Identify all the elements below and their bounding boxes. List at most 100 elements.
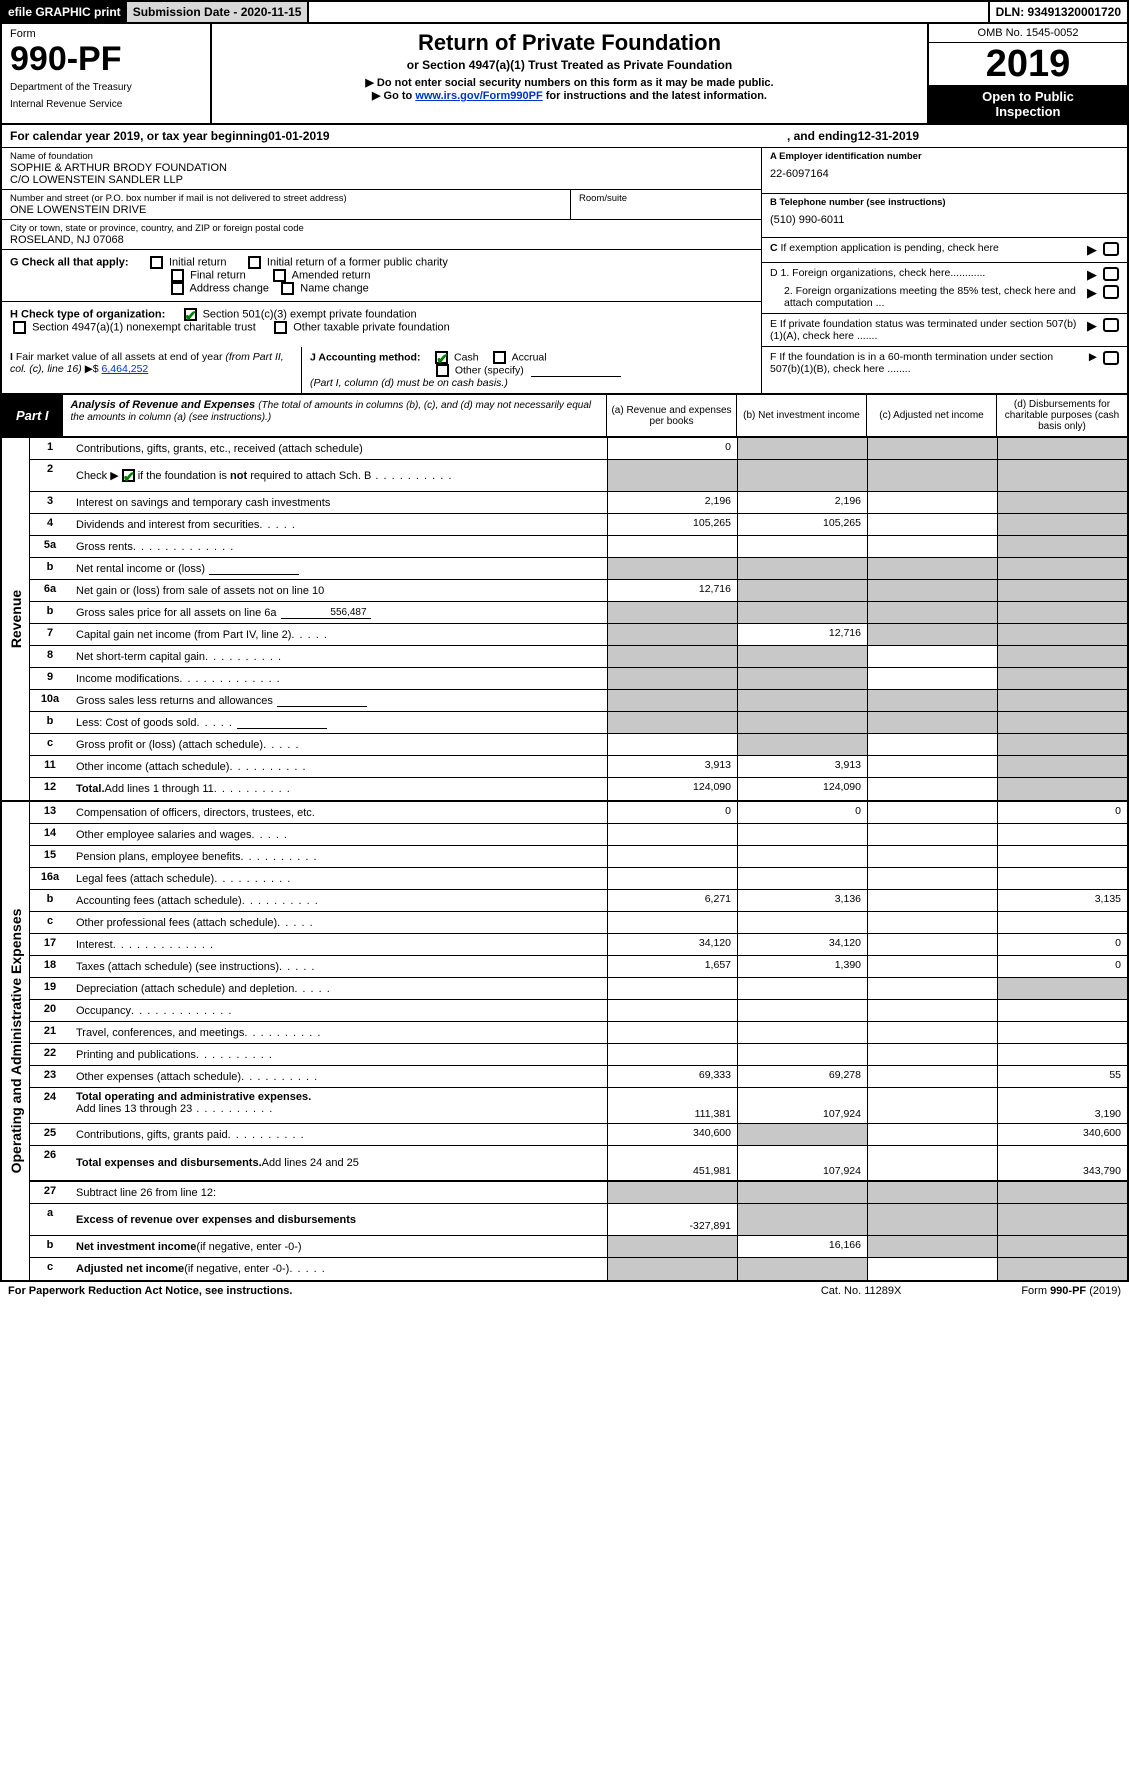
- 4947a1-label: Section 4947(a)(1) nonexempt charitable …: [32, 321, 256, 333]
- line-num: 5a: [30, 536, 70, 557]
- f-checkbox[interactable]: [1103, 351, 1119, 365]
- amt-b: [737, 912, 867, 933]
- line-21: 21 Travel, conferences, and meetings: [30, 1022, 1127, 1044]
- amt-d: [997, 1044, 1127, 1065]
- amt-a: [607, 912, 737, 933]
- cash-checkbox[interactable]: [435, 351, 448, 364]
- other-specify-blank[interactable]: [531, 365, 621, 377]
- info-left: Name of foundation SOPHIE & ARTHUR BRODY…: [2, 148, 762, 347]
- col-a-head: (a) Revenue and expenses per books: [607, 395, 737, 436]
- c-checkbox[interactable]: [1103, 242, 1119, 256]
- fmv-value: 6,464,252: [102, 363, 149, 375]
- irs-link[interactable]: www.irs.gov/Form990PF: [415, 90, 542, 102]
- d2-text: 2. Foreign organizations meeting the 85%…: [770, 285, 1081, 309]
- line-num: 12: [30, 778, 70, 800]
- line-desc: Net investment income (if negative, ente…: [70, 1236, 607, 1257]
- dln-number: DLN: 93491320001720: [990, 2, 1127, 22]
- amt-a: [607, 460, 737, 491]
- line-6a: 6a Net gain or (loss) from sale of asset…: [30, 580, 1127, 602]
- line-2: 2 Check ▶ if the foundation is not requi…: [30, 460, 1127, 492]
- initial-former-checkbox[interactable]: [248, 256, 261, 269]
- line-num: 27: [30, 1182, 70, 1203]
- part-i-desc: Analysis of Revenue and Expenses (The to…: [63, 395, 607, 436]
- 501c3-checkbox[interactable]: [184, 308, 197, 321]
- footer-right: Form 990-PF (2019): [1021, 1285, 1121, 1297]
- accrual-checkbox[interactable]: [493, 351, 506, 364]
- 4947a1-checkbox[interactable]: [13, 321, 26, 334]
- blank: [277, 695, 367, 707]
- amt-b: [737, 1044, 867, 1065]
- amt-b: [737, 1000, 867, 1021]
- amt-c: [867, 1236, 997, 1257]
- line-16b: b Accounting fees (attach schedule) 6,27…: [30, 890, 1127, 912]
- city-value: ROSELAND, NJ 07068: [10, 234, 753, 246]
- form-title: Return of Private Foundation: [220, 30, 919, 56]
- sch-b-checkbox[interactable]: [122, 469, 135, 482]
- city-label: City or town, state or province, country…: [10, 223, 753, 234]
- amt-c: [867, 1204, 997, 1235]
- line-22: 22 Printing and publications: [30, 1044, 1127, 1066]
- e-checkbox[interactable]: [1103, 318, 1119, 332]
- revenue-side-label: Revenue: [2, 438, 30, 800]
- other-taxable-checkbox[interactable]: [274, 321, 287, 334]
- line-10a: 10a Gross sales less returns and allowan…: [30, 690, 1127, 712]
- amt-c: [867, 438, 997, 459]
- d2-checkbox[interactable]: [1103, 285, 1119, 299]
- line-desc: Gross sales less returns and allowances: [70, 690, 607, 711]
- efile-print-button[interactable]: efile GRAPHIC print: [2, 2, 127, 22]
- amt-b: 107,924: [737, 1088, 867, 1123]
- room-suite: Room/suite: [571, 190, 761, 219]
- amt-a: 3,913: [607, 756, 737, 777]
- submission-date: Submission Date - 2020-11-15: [127, 2, 310, 22]
- amt-d: [997, 558, 1127, 579]
- address-change-checkbox[interactable]: [171, 282, 184, 295]
- ijf-row: I I Fair market value of all assets at e…: [0, 347, 1129, 394]
- amt-c: [867, 756, 997, 777]
- i-arrow: ▶$: [85, 363, 99, 375]
- line-1: 1 Contributions, gifts, grants, etc., re…: [30, 438, 1127, 460]
- dept-treasury: Department of the Treasury: [10, 82, 202, 93]
- amt-c: [867, 514, 997, 535]
- amt-c: [867, 890, 997, 911]
- amt-b: [737, 1204, 867, 1235]
- d1-checkbox[interactable]: [1103, 267, 1119, 281]
- amt-d: [997, 1236, 1127, 1257]
- amt-b: [737, 734, 867, 755]
- amended-return-checkbox[interactable]: [273, 269, 286, 282]
- name-change-checkbox[interactable]: [281, 282, 294, 295]
- amt-a: [607, 1258, 737, 1280]
- instruction-line-1: ▶ Do not enter social security numbers o…: [220, 76, 919, 89]
- amt-c: [867, 1124, 997, 1145]
- amt-a: [607, 712, 737, 733]
- f-text: F If the foundation is in a 60-month ter…: [770, 351, 1083, 375]
- amt-d: 3,135: [997, 890, 1127, 911]
- amt-d: [997, 646, 1127, 667]
- cal-mid: , and ending: [787, 129, 858, 143]
- final-return-checkbox[interactable]: [171, 269, 184, 282]
- col-b-head: (b) Net investment income: [737, 395, 867, 436]
- amt-b: [737, 978, 867, 999]
- line-desc: Travel, conferences, and meetings: [70, 1022, 607, 1043]
- line-num: c: [30, 1258, 70, 1280]
- amt-a: [607, 536, 737, 557]
- line-19: 19 Depreciation (attach schedule) and de…: [30, 978, 1127, 1000]
- amt-a: 111,381: [607, 1088, 737, 1123]
- amt-a: [607, 668, 737, 689]
- top-bar: efile GRAPHIC print Submission Date - 20…: [0, 0, 1129, 24]
- other-specify-checkbox[interactable]: [436, 364, 449, 377]
- amt-d: [997, 460, 1127, 491]
- line-desc: Taxes (attach schedule) (see instruction…: [70, 956, 607, 977]
- amended-return-label: Amended return: [292, 269, 371, 281]
- accrual-label: Accrual: [512, 351, 547, 363]
- final-return-label: Final return: [190, 269, 246, 281]
- amt-b: 16,166: [737, 1236, 867, 1257]
- line-num: 11: [30, 756, 70, 777]
- amt-a: [607, 1182, 737, 1203]
- part-i-header: Part I Analysis of Revenue and Expenses …: [0, 394, 1129, 438]
- cal-pre: For calendar year 2019, or tax year begi…: [10, 129, 268, 143]
- h-check-row: H Check type of organization: Section 50…: [2, 302, 761, 340]
- line-num: 17: [30, 934, 70, 955]
- initial-return-checkbox[interactable]: [150, 256, 163, 269]
- line-num: 26: [30, 1146, 70, 1180]
- amt-d: [997, 756, 1127, 777]
